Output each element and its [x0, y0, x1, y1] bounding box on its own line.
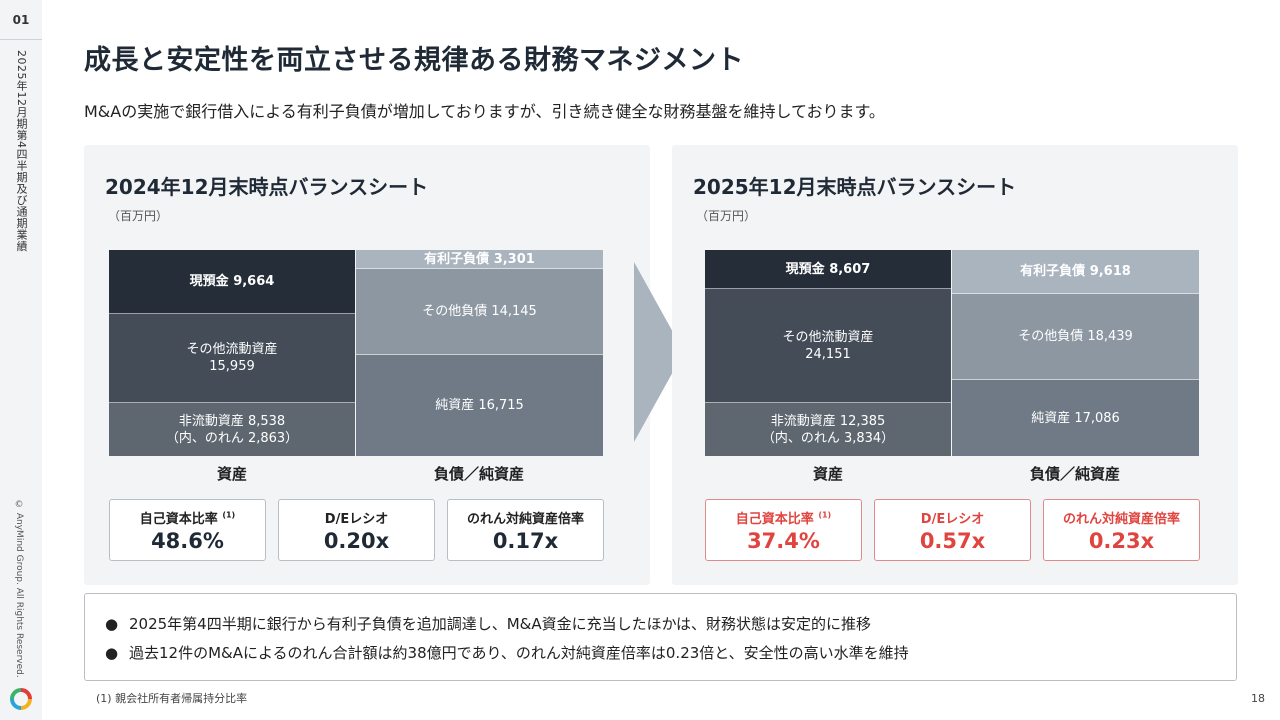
kpi-equity-ratio: 自己資本比率 (1) 48.6%	[109, 499, 266, 561]
summary-note: ● 2025年第4四半期に銀行から有利子負債を追加調達し、M&A資金に充当したほ…	[105, 610, 1216, 639]
equity-label: 純資産 17,086	[1031, 410, 1120, 426]
assets-column-label: 資産	[812, 465, 843, 483]
equity-label: 純資産 16,715	[435, 398, 524, 413]
asset-noncurrent-block: 非流動資産 12,385 （内、のれん 3,834）	[705, 403, 951, 456]
asset-cash-block: 現預金 9,664	[109, 250, 355, 314]
balance-sheet-chart: 現預金 8,607 その他流動資産 24,151 非流動資産 12,385 （内…	[705, 250, 1199, 456]
asset-other-current-value: 24,151	[805, 346, 851, 362]
balance-sheet-2025-panel: 2025年12月末時点バランスシート （百万円） 現預金 8,607 その他流動…	[672, 145, 1238, 585]
summary-notes-box: ● 2025年第4四半期に銀行から有利子負債を追加調達し、M&A資金に充当したほ…	[84, 593, 1237, 681]
liability-debt-label: 有利子負債 9,618	[1020, 264, 1131, 279]
equity-block: 純資産 16,715	[356, 355, 603, 456]
asset-noncurrent-label: 非流動資産 8,538	[178, 413, 286, 429]
liability-other-block: その他負債 18,439	[952, 294, 1199, 380]
kpi-equity-ratio: 自己資本比率 (1) 37.4%	[705, 499, 862, 561]
liability-other-label: その他負債 14,145	[422, 304, 537, 319]
kpi-de-ratio: D/Eレシオ 0.57x	[874, 499, 1031, 561]
panel-title: 2025年12月末時点バランスシート	[693, 175, 1017, 199]
asset-other-current-label: その他流動資産	[782, 329, 874, 345]
assets-column-label: 資産	[216, 465, 247, 483]
asset-cash-label: 現預金 8,607	[785, 261, 871, 277]
section-number: 01	[0, 0, 42, 40]
footnote-ref: (1)	[818, 510, 832, 520]
kpi-label: D/Eレシオ	[920, 511, 985, 527]
chevron-right-arrow-icon	[634, 262, 684, 442]
summary-note: ● 過去12件のM&Aによるのれん合計額は約38億円であり、のれん対純資産倍率は…	[105, 639, 1216, 668]
balance-sheet-chart: 現預金 9,664 その他流動資産 15,959 非流動資産 8,538 （内、…	[109, 250, 603, 456]
kpi-value: 0.57x	[919, 528, 986, 553]
kpi-goodwill-ratio: のれん対純資産倍率 0.23x	[1043, 499, 1200, 561]
asset-cash-block: 現預金 8,607	[705, 250, 951, 289]
asset-noncurrent-label: 非流動資産 12,385	[770, 413, 886, 429]
kpi-value: 0.20x	[323, 528, 390, 553]
slide-subtitle: M&Aの実施で銀行借入による有利子負債が増加しておりますが、引き続き健全な財務基…	[84, 102, 885, 121]
liabilities-column-label: 負債／純資産	[1029, 465, 1120, 483]
bullet-icon: ●	[105, 615, 119, 633]
asset-other-current-block: その他流動資産 15,959	[109, 314, 355, 403]
asset-noncurrent-block: 非流動資産 8,538 （内、のれん 2,863）	[109, 403, 355, 456]
summary-note-text: 過去12件のM&Aによるのれん合計額は約38億円であり、のれん対純資産倍率は0.…	[129, 644, 909, 662]
footnote-ref: (1)	[222, 510, 236, 520]
asset-other-current-block: その他流動資産 24,151	[705, 289, 951, 403]
footnote: (1) 親会社所有者帰属持分比率	[96, 692, 248, 705]
kpi-row: 自己資本比率 (1) 48.6% D/Eレシオ 0.20x のれん対純資産倍率 …	[109, 499, 605, 563]
liabilities-column-label: 負債／純資産	[433, 465, 524, 483]
unit-label: （百万円）	[696, 209, 757, 223]
company-logo-icon	[10, 688, 32, 710]
kpi-row: 自己資本比率 (1) 37.4% D/Eレシオ 0.57x のれん対純資産倍率 …	[705, 499, 1201, 563]
panel-title: 2024年12月末時点バランスシート	[105, 175, 429, 199]
kpi-label: のれん対純資産倍率	[466, 511, 584, 527]
unit-label: （百万円）	[108, 209, 169, 223]
kpi-value: 48.6%	[151, 528, 224, 553]
liability-debt-label: 有利子負債 3,301	[424, 251, 535, 267]
kpi-label: のれん対純資産倍率	[1062, 511, 1180, 527]
liability-other-block: その他負債 14,145	[356, 269, 603, 355]
asset-other-current-label: その他流動資産	[186, 342, 278, 357]
asset-noncurrent-goodwill: （内、のれん 2,863）	[165, 430, 299, 446]
asset-other-current-value: 15,959	[209, 359, 255, 374]
asset-cash-label: 現預金 9,664	[189, 274, 275, 289]
page-number: 18	[1251, 692, 1265, 705]
left-rail: 01 2025年12月期第4四半期及び通期業績 © AnyMind Group.…	[0, 0, 42, 720]
kpi-label: 自己資本比率 (1)	[139, 510, 236, 527]
copyright: © AnyMind Group. All Rights Reserved.	[14, 500, 24, 678]
kpi-label: D/Eレシオ	[324, 511, 389, 527]
summary-note-text: 2025年第4四半期に銀行から有利子負債を追加調達し、M&A資金に充当したほかは…	[129, 615, 872, 633]
kpi-value: 0.23x	[1088, 528, 1155, 553]
kpi-label: 自己資本比率 (1)	[735, 510, 832, 527]
kpi-value: 0.17x	[492, 528, 559, 553]
bullet-icon: ●	[105, 644, 119, 662]
kpi-de-ratio: D/Eレシオ 0.20x	[278, 499, 435, 561]
kpi-goodwill-ratio: のれん対純資産倍率 0.17x	[447, 499, 604, 561]
liability-debt-block: 有利子負債 3,301	[356, 250, 603, 269]
equity-block: 純資産 17,086	[952, 380, 1199, 456]
document-title: 2025年12月期第4四半期及び通期業績	[15, 50, 28, 252]
liability-other-label: その他負債 18,439	[1018, 329, 1133, 344]
kpi-value: 37.4%	[747, 528, 820, 553]
slide-title: 成長と安定性を両立させる規律ある財務マネジメント	[84, 45, 744, 76]
asset-noncurrent-goodwill: （内、のれん 3,834）	[761, 430, 895, 446]
liability-debt-block: 有利子負債 9,618	[952, 250, 1199, 294]
balance-sheet-2024-panel: 2024年12月末時点バランスシート （百万円） 現預金 9,664 その他流動…	[84, 145, 650, 585]
